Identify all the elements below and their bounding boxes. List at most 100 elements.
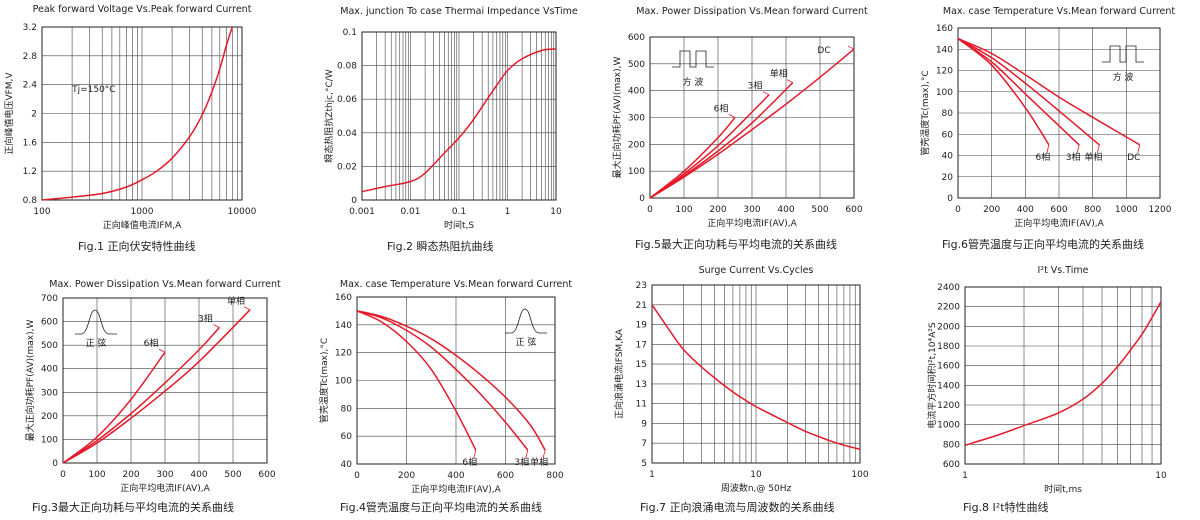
series-label-leader [1046,144,1050,153]
y-tick-label: 2 [31,110,37,120]
y-tick-label: 800 [943,440,960,450]
plot-frame [957,27,1161,199]
x-tick-label: 400 [447,471,464,481]
series-line-2 [62,309,251,464]
x-tick-label: 10 [750,470,762,480]
series-label: DC [817,46,830,56]
chart-title: Peak forward Voltage Vs.Peak forward Cur… [33,4,252,15]
y-tick-label: 1800 [937,342,960,352]
plot-frame [649,36,855,199]
series-label-leader [1097,144,1100,153]
chart-title: Max. Power Dissipation Vs.Mean forward C… [636,6,868,17]
sine-wave-icon [75,309,117,335]
series-label: 6相 [714,103,729,115]
y-tick-label: 2200 [937,303,960,313]
inset-label: 方 波 [1113,71,1134,83]
x-tick-label: 600 [497,471,514,481]
y-tick-label: 0 [351,196,357,206]
x-tick-label: 300 [156,470,173,480]
gridlines [361,31,557,201]
x-tick-label: 500 [811,205,828,215]
gridlines [356,296,556,465]
figure-caption: Fig.6管壳温度与正向平均电流的关系曲线 [942,237,1144,251]
y-tick-label: 200 [628,140,645,150]
chart-fig8: I²t Vs.Time 1 10 600 800 1000 1200 1400 1600 1800… [926,265,1167,514]
chart-fig4: Max. case Temperature Vs.Mean forward Cu… [318,279,572,514]
y-tick-label: 140 [335,321,352,331]
y-axis-label: 电流平方时间积I²t,10⁴A²S [926,322,938,428]
chart-fig7: Surge Current Vs.Cycles 1 10 100 5 7 9 11 13 15 17… [613,265,869,514]
x-axis-label: 时间t,S [444,219,474,231]
chart-title: Max. Power Dissipation Vs.Mean forward C… [49,279,281,290]
series-label: 3相 [1066,151,1081,163]
x-tick-label: 200 [709,205,726,215]
x-tick-label: 600 [845,205,862,215]
x-tick-label: 600 [1050,205,1067,215]
gridlines [957,27,1161,199]
chart-title: Max. case Temperature Vs.Mean forward Cu… [943,6,1176,17]
x-tick-label: 1 [505,207,511,217]
chart-title: I²t Vs.Time [1037,265,1088,276]
y-tick-label: 0.8 [23,196,38,206]
x-tick-label: 1 [962,471,968,481]
chart-title: Max. junction To case Thermai Impedance … [340,6,578,17]
x-tick-label: 1 [649,470,655,480]
y-tick-label: 20 [942,173,954,183]
series-label: 6相 [462,456,477,468]
x-tick-label: 500 [224,470,241,480]
series-label: 3相 [514,456,529,468]
square-wave-icon [1102,45,1144,63]
y-tick-label: 100 [41,435,58,445]
annotation: Tj=150°C [71,85,116,95]
y-tick-label: 3.2 [23,23,37,33]
series-label-leader [213,324,220,328]
y-tick-label: 9 [641,419,647,429]
x-tick-label: 200 [983,205,1000,215]
plot-frame [62,297,268,464]
x-axis-label: 正向峰值电流IFM,A [103,219,182,231]
series-line-0 [62,351,166,464]
series-line-0 [649,117,736,199]
x-tick-label: 0 [60,470,66,480]
x-tick-label: 10000 [228,207,257,217]
inset-label: 方 波 [683,76,704,88]
sine-wave-icon [505,308,547,334]
x-tick-label: 100 [851,470,868,480]
series-line-1 [957,37,1080,146]
series-line-3 [649,48,855,199]
chart-title: Surge Current Vs.Cycles [699,265,814,276]
series-line [964,301,1162,447]
x-tick-label: 1000 [131,207,154,217]
x-tick-label: 600 [258,470,275,480]
series-line-3 [957,37,1141,146]
y-tick-label: 7 [641,439,647,449]
x-axis-label: 正向平均电流IF(AV),A [1014,217,1104,229]
y-axis-label: 最大正向功耗PF(AV)(max),W [611,57,623,179]
inset-label: 正 弦 [86,337,107,349]
series-label: 单相 [1084,151,1102,163]
y-tick-label: 60 [341,432,353,442]
x-tick-label: 800 [1084,205,1101,215]
y-tick-label: 0.06 [337,95,357,105]
x-tick-label: 400 [777,205,794,215]
y-tick-label: 160 [936,24,953,34]
x-tick-label: 10 [1155,471,1167,481]
series-label-leader [158,348,166,353]
y-axis-label: 正向峰值电压VFM,V [3,72,15,155]
plot-frame [361,31,557,201]
y-tick-label: 0 [52,459,58,469]
x-axis-label: 正向平均电流IF(AV),A [411,483,501,495]
series-label: 6相 [144,337,159,349]
series-label-leader [1137,144,1141,153]
series-line [651,304,861,450]
series-label: 3相 [198,312,213,324]
x-tick-label: 800 [546,471,563,481]
x-tick-label: 400 [1017,205,1034,215]
x-tick-label: 10 [550,207,562,217]
y-tick-label: 100 [335,377,352,387]
y-tick-label: 1.6 [23,138,38,148]
series-label-leader [847,45,855,50]
y-tick-label: 2.8 [23,52,38,62]
y-tick-label: 0 [639,194,645,204]
